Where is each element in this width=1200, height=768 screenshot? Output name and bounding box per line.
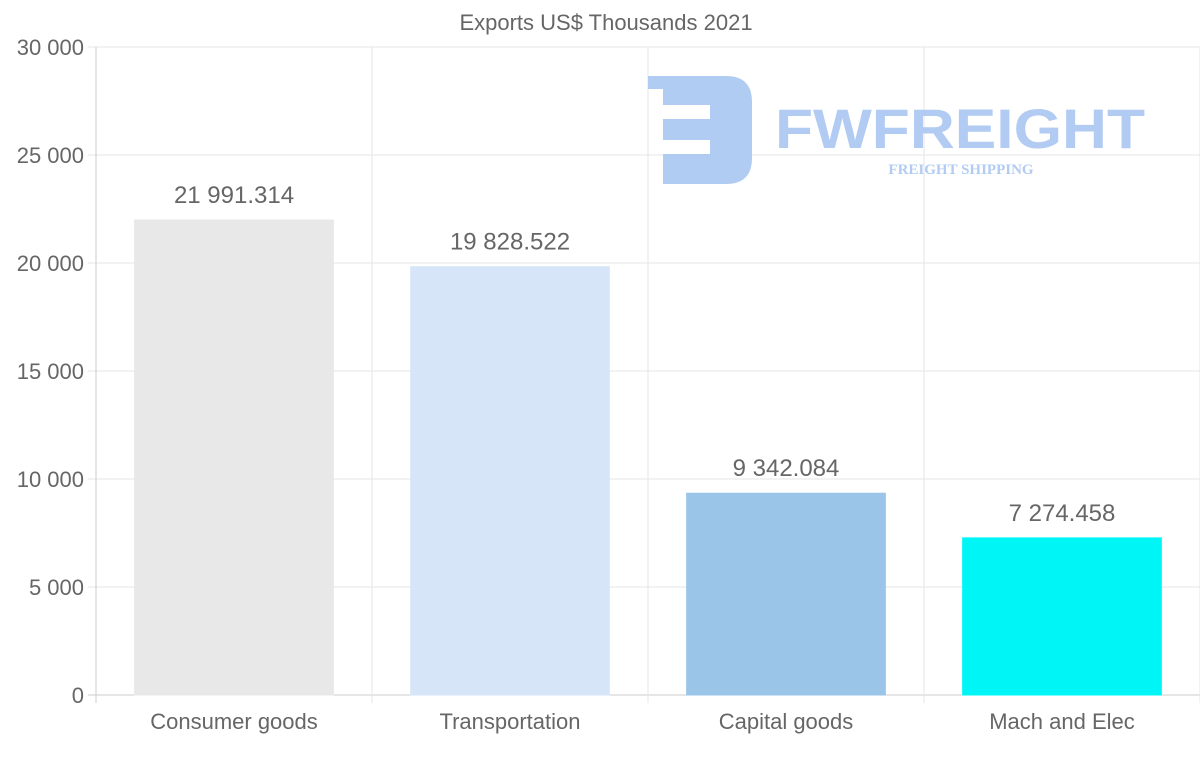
bar-capital-goods	[686, 492, 886, 696]
data-label: 19 828.522	[450, 229, 570, 256]
y-tick-label: 25 000	[17, 143, 84, 168]
data-labels: 21 991.314 19 828.522 9 342.084 7 274.458	[174, 182, 1115, 527]
y-tick-label: 15 000	[17, 359, 84, 384]
logo-tagline-text: FREIGHT SHIPPING	[888, 162, 1033, 178]
chart-title: Exports US$ Thousands 2021	[459, 10, 752, 35]
x-tick-label: Mach and Elec	[989, 709, 1135, 734]
y-axis: 0 5 000 10 000 15 000 20 000 25 000 30 000	[17, 35, 84, 708]
x-tick-label: Capital goods	[719, 709, 854, 734]
fwfreight-logo-watermark: FWFREIGHT FREIGHT SHIPPING	[648, 76, 1145, 184]
x-axis: Consumer goods Transportation Capital good…	[150, 709, 1135, 734]
data-label: 7 274.458	[1009, 500, 1116, 527]
bar-consumer-goods	[134, 219, 334, 696]
logo-brand-text: FWFREIGHT	[775, 97, 1145, 160]
y-tick-label: 5 000	[29, 575, 84, 600]
y-tick-label: 20 000	[17, 251, 84, 276]
logo-mark-icon	[648, 76, 752, 184]
y-tick-label: 10 000	[17, 467, 84, 492]
x-tick-label: Consumer goods	[150, 709, 318, 734]
bars	[134, 219, 1162, 696]
y-tick-label: 30 000	[17, 35, 84, 60]
data-label: 21 991.314	[174, 182, 294, 209]
x-tick-label: Transportation	[439, 709, 580, 734]
y-tick-label: 0	[72, 683, 84, 708]
bar-mach-and-elec	[962, 537, 1162, 696]
data-label: 9 342.084	[733, 455, 840, 482]
bar-transportation	[410, 266, 610, 696]
